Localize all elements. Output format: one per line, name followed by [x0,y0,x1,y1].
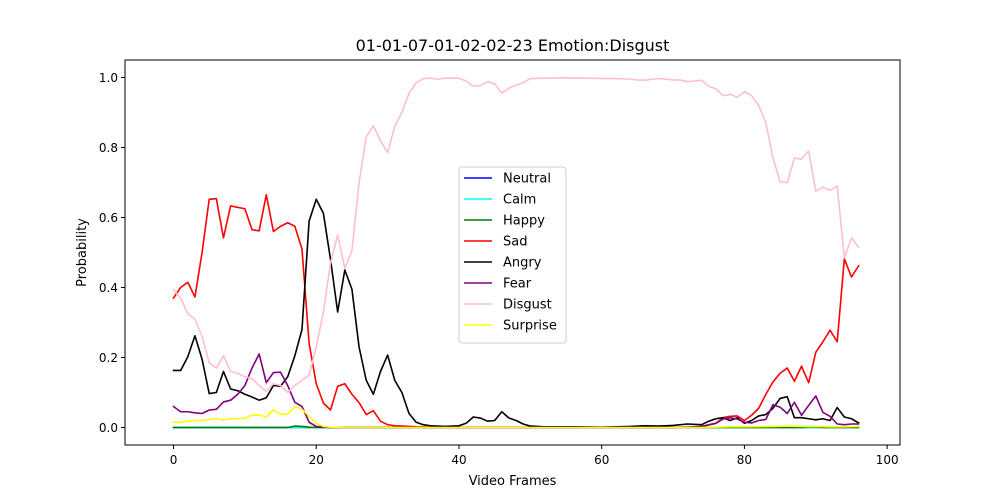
legend-label-sad: Sad [503,235,527,250]
legend-box [458,166,567,344]
y-tick-label: 1.0 [99,71,118,85]
y-tick-label: 0.2 [99,351,118,365]
series-line-fear [172,353,860,429]
legend-label-happy: Happy [503,214,545,229]
x-tick-label: 100 [876,453,899,467]
legend-label-surprise: Surprise [503,319,557,334]
series-line-angry [172,198,860,428]
legend-label-neutral: Neutral [503,172,551,187]
x-tick-label: 0 [170,453,178,467]
legend-label-angry: Angry [503,256,542,271]
chart-title: 01-01-07-01-02-02-23 Emotion:Disgust [356,36,670,55]
y-axis-label: Probability [75,218,90,287]
x-axis-label: Video Frames [469,474,557,489]
y-tick-label: 0.8 [99,141,118,155]
plot-frame [124,59,901,446]
plot-lines [172,77,860,429]
x-tick-label: 60 [594,453,609,467]
y-axis: 0.0 0.2 0.4 0.6 0.8 1.0 [99,71,125,435]
y-tick-label: 0.6 [99,211,118,225]
x-tick-label: 20 [309,453,324,467]
series-line-surprise [172,405,860,429]
legend-label-disgust: Disgust [503,298,552,313]
y-tick-label: 0.0 [99,421,118,435]
x-tick-label: 80 [737,453,752,467]
series-line-disgust [172,77,860,394]
y-tick-label: 0.4 [99,281,118,295]
legend-label-calm: Calm [503,193,536,208]
x-axis: 0 20 40 60 80 100 [170,445,899,467]
x-tick-label: 40 [451,453,466,467]
series-line-sad [172,193,860,429]
legend-label-fear: Fear [503,277,532,292]
legend: Neutral Calm Happy Sad Angry Fear Disgust Surpr… [458,166,567,344]
